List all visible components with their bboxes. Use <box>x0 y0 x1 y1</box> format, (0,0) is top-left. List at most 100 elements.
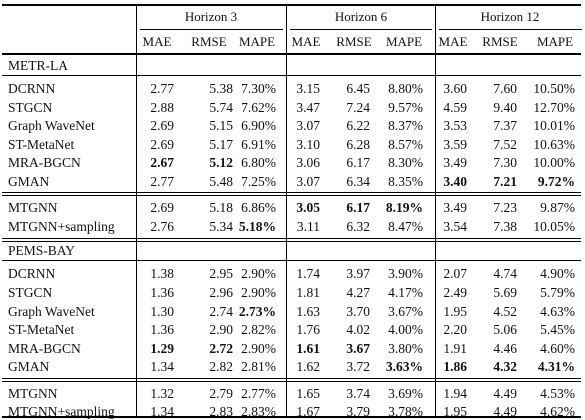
value-cell: 8.37% <box>388 118 423 134</box>
value-cell: 4.90% <box>540 266 575 282</box>
value-cell: 6.34 <box>346 173 370 189</box>
value-cell: 5.79% <box>540 284 575 300</box>
value-cell: 5.17 <box>209 136 233 152</box>
value-cell: 3.49 <box>443 200 467 216</box>
value-cell: 1.94 <box>443 385 467 401</box>
column-separator <box>286 5 287 416</box>
value-cell: 2.90% <box>241 284 276 300</box>
model-name: MTGNN <box>8 385 58 401</box>
value-cell: 10.50% <box>533 81 575 96</box>
value-cell: 2.95 <box>209 266 233 282</box>
value-cell: 3.69% <box>388 385 423 401</box>
value-cell: 2.73% <box>238 303 276 319</box>
value-cell: 5.34 <box>209 218 233 234</box>
value-cell: 12.70% <box>533 99 575 115</box>
value-cell: 1.36 <box>150 322 174 338</box>
group-rule <box>2 195 581 197</box>
dataset-label: PEMS-BAY <box>8 243 76 259</box>
model-name: DCRNN <box>8 266 56 282</box>
value-cell: 10.00% <box>533 155 575 171</box>
group-rule <box>2 380 581 382</box>
value-cell: 2.96 <box>209 284 233 300</box>
model-name: DCRNN <box>8 81 56 96</box>
value-cell: 8.47% <box>388 218 423 234</box>
value-cell: 5.38 <box>209 81 233 96</box>
value-cell: 6.32 <box>346 218 370 234</box>
value-cell: 1.30 <box>150 303 174 319</box>
metric-header: MAPE <box>536 34 574 49</box>
value-cell: 2.07 <box>443 266 467 282</box>
value-cell: 1.38 <box>150 266 174 282</box>
value-cell: 7.30 <box>493 155 517 171</box>
value-cell: 3.11 <box>296 218 320 234</box>
value-cell: 4.00% <box>388 322 423 338</box>
group-rule <box>2 192 581 194</box>
value-cell: 2.88 <box>150 99 174 115</box>
value-cell: 2.77 <box>150 81 174 96</box>
value-cell: 3.40 <box>443 173 467 189</box>
value-cell: 1.95 <box>443 404 467 420</box>
value-cell: 1.34 <box>150 359 174 375</box>
value-cell: 3.49 <box>443 155 467 171</box>
model-name: GMAN <box>8 173 50 189</box>
metric-header: MAE <box>438 34 468 49</box>
value-cell: 2.69 <box>150 200 174 216</box>
value-cell: 3.90% <box>388 266 423 282</box>
value-cell: 3.15 <box>296 81 320 96</box>
value-cell: 3.78% <box>388 404 423 420</box>
value-cell: 2.82% <box>241 322 276 338</box>
value-cell: 3.05 <box>296 200 320 216</box>
value-cell: 4.59 <box>443 99 467 115</box>
value-cell: 2.90 <box>209 322 233 338</box>
value-cell: 7.25% <box>241 173 276 189</box>
model-name: STGCN <box>8 99 53 115</box>
value-cell: 1.29 <box>150 340 174 356</box>
value-cell: 5.18 <box>209 200 233 216</box>
metric-header: RMSE <box>336 34 372 49</box>
value-cell: 10.63% <box>533 136 575 152</box>
value-cell: 5.12 <box>209 155 233 171</box>
value-cell: 2.79 <box>209 385 233 401</box>
value-cell: 9.72% <box>537 173 575 189</box>
value-cell: 4.02 <box>346 322 370 338</box>
value-cell: 3.06 <box>296 155 320 171</box>
section-rule <box>2 241 581 243</box>
value-cell: 5.15 <box>209 118 233 134</box>
value-cell: 10.01% <box>533 118 575 134</box>
value-cell: 3.63% <box>385 359 423 375</box>
value-cell: 2.20 <box>443 322 467 338</box>
value-cell: 3.67% <box>388 303 423 319</box>
value-cell: 3.59 <box>443 136 467 152</box>
value-cell: 3.97 <box>346 266 370 282</box>
value-cell: 3.07 <box>296 118 320 134</box>
value-cell: 1.65 <box>296 385 320 401</box>
value-cell: 6.80% <box>241 155 276 171</box>
value-cell: 1.63 <box>296 303 320 319</box>
value-cell: 4.62% <box>540 404 575 420</box>
value-cell: 1.62 <box>296 359 320 375</box>
dataset-label: METR-LA <box>8 58 68 73</box>
value-cell: 4.74 <box>493 266 517 282</box>
value-cell: 5.69 <box>493 284 517 300</box>
value-cell: 2.83 <box>209 404 233 420</box>
model-name: ST-MetaNet <box>8 322 75 338</box>
value-cell: 1.61 <box>296 340 320 356</box>
value-cell: 1.67 <box>296 404 320 420</box>
value-cell: 6.17 <box>346 200 370 216</box>
value-cell: 1.74 <box>296 266 320 282</box>
value-cell: 3.79 <box>346 404 370 420</box>
value-cell: 4.60% <box>540 340 575 356</box>
value-cell: 2.90% <box>241 266 276 282</box>
value-cell: 2.81% <box>241 359 276 375</box>
value-cell: 3.10 <box>296 136 320 152</box>
value-cell: 9.57% <box>388 99 423 115</box>
model-name: MTGNN+sampling <box>8 404 115 420</box>
value-cell: 8.19% <box>385 200 423 216</box>
dataset-rule <box>2 260 581 262</box>
value-cell: 2.77% <box>241 385 276 401</box>
value-cell: 6.22 <box>346 118 370 134</box>
value-cell: 7.24 <box>346 99 370 115</box>
value-cell: 4.27 <box>346 284 370 300</box>
value-cell: 2.77 <box>150 173 174 189</box>
horizon-header: Horizon 12 <box>480 9 540 24</box>
